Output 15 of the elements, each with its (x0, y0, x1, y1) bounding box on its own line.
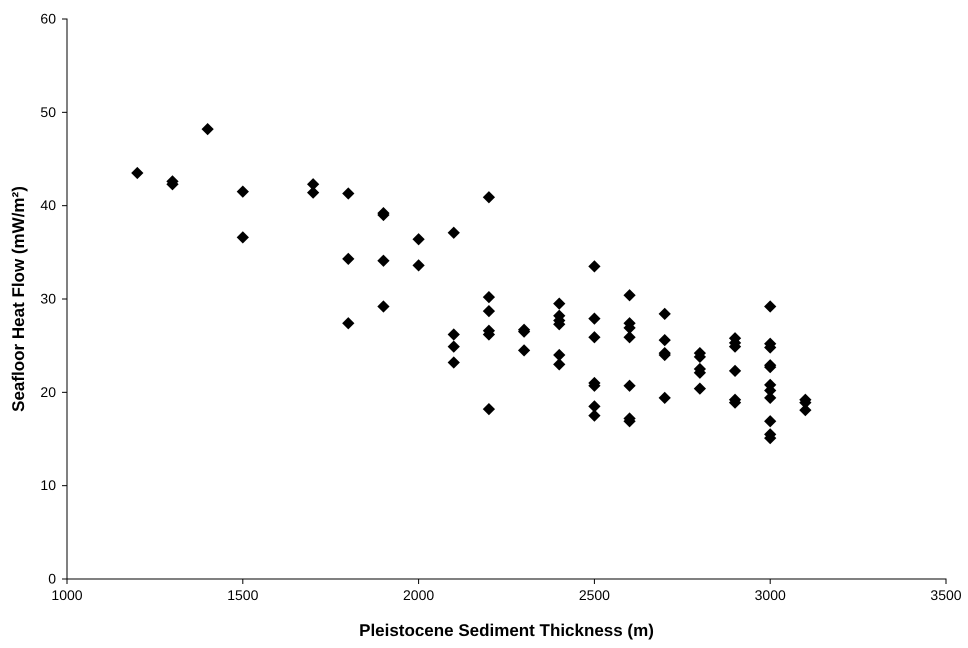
y-tick-label: 60 (40, 10, 56, 26)
y-tick-label: 40 (40, 197, 56, 214)
x-tick-label: 2500 (578, 586, 610, 603)
y-tick-label: 30 (40, 290, 56, 306)
y-tick-label: 50 (40, 104, 56, 120)
x-tick-label: 1500 (227, 586, 259, 603)
x-tick-label: 3000 (754, 586, 786, 603)
y-tick-label: 10 (40, 477, 56, 494)
x-tick-label: 3500 (930, 586, 962, 603)
y-tick-label: 0 (48, 570, 56, 586)
y-axis-title: Seafloor Heat Flow (mW/m²) (9, 186, 28, 412)
y-tick-label: 20 (40, 384, 56, 400)
x-tick-label: 1000 (51, 586, 83, 603)
x-axis-title: Pleistocene Sediment Thickness (m) (359, 621, 654, 640)
x-tick-label: 2000 (403, 586, 434, 603)
